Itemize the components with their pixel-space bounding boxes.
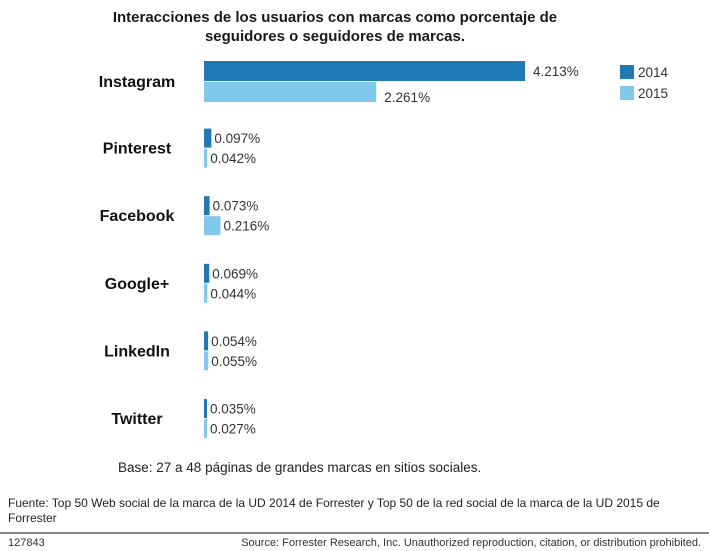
category-label: Twitter: [111, 411, 162, 428]
legend-label: 2014: [638, 65, 669, 80]
legend-swatch-2015: [620, 86, 634, 100]
data-label: 0.055%: [211, 354, 257, 369]
bar-2014: [204, 128, 212, 148]
bar-2015: [204, 283, 208, 303]
category-label: Pinterest: [103, 141, 172, 158]
bar-2015: [204, 351, 209, 371]
bar-2014: [204, 331, 209, 351]
bar-chart: Instagram 4.213% 2.261% Pinterest 0.097% 0.04…: [99, 61, 669, 438]
data-label: 0.216%: [223, 219, 269, 234]
category-label: Google+: [105, 276, 169, 293]
bar-2015: [204, 419, 207, 438]
data-label: 0.044%: [210, 286, 256, 301]
source-note: Fuente: Top 50 Web social de la marca de…: [8, 496, 660, 525]
category-label: Facebook: [100, 208, 175, 225]
bar-2014: [204, 263, 210, 283]
data-label: 0.054%: [211, 334, 257, 349]
bar-2014: [204, 61, 526, 81]
figure-id: 127843: [8, 537, 45, 549]
bar-2015: [204, 216, 221, 236]
chart-title: Interacciones de los usuarios con marcas…: [112, 9, 558, 45]
copyright-note: Source: Forrester Research, Inc. Unautho…: [241, 537, 701, 549]
legend-label: 2015: [638, 86, 668, 101]
data-label: 2.261%: [384, 90, 430, 105]
bar-2015: [204, 148, 208, 168]
data-label: 0.069%: [212, 266, 258, 281]
data-label: 0.042%: [210, 151, 256, 166]
data-label: 0.027%: [210, 422, 256, 437]
category-label: LinkedIn: [104, 343, 170, 360]
legend-swatch-2014: [620, 65, 634, 79]
bar-2014: [204, 196, 210, 216]
data-label: 0.097%: [214, 131, 260, 146]
category-label: Instagram: [99, 74, 175, 91]
base-note: Base: 27 a 48 páginas de grandes marcas …: [118, 460, 482, 475]
divider: [0, 532, 709, 534]
data-label: 4.213%: [533, 64, 579, 79]
bar-2014: [204, 399, 207, 418]
bar-2015: [204, 82, 377, 102]
data-label: 0.035%: [210, 402, 256, 417]
data-label: 0.073%: [213, 199, 259, 214]
